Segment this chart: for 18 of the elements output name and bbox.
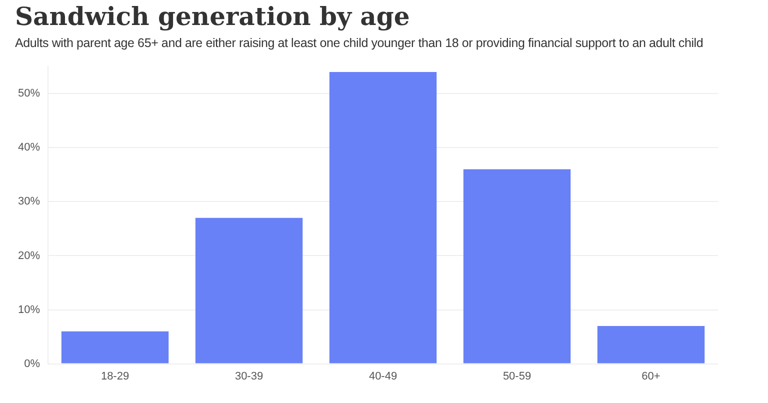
x-tick-label: 18-29 <box>100 370 130 382</box>
bar <box>61 331 169 364</box>
x-tick-label: 50-59 <box>502 370 532 382</box>
bar <box>463 169 571 364</box>
y-tick-label: 30% <box>18 196 40 208</box>
bar <box>195 218 303 364</box>
x-tick-label: 40-49 <box>368 370 398 382</box>
bar <box>329 72 437 364</box>
y-tick-label: 40% <box>18 142 40 154</box>
bar <box>597 326 705 364</box>
y-tick-label: 20% <box>18 250 40 262</box>
chart-subtitle: Adults with parent age 65+ and are either raising at least one child younger than 18 or providing financial support to an adult child <box>15 35 704 52</box>
chart-title: Sandwich generation by age <box>15 2 411 32</box>
x-tick-label: 60+ <box>642 370 660 382</box>
y-tick-label: 50% <box>18 88 40 100</box>
y-tick-label: 0% <box>24 358 40 370</box>
x-tick-label: 30-39 <box>234 370 264 382</box>
y-tick-label: 10% <box>18 304 40 316</box>
